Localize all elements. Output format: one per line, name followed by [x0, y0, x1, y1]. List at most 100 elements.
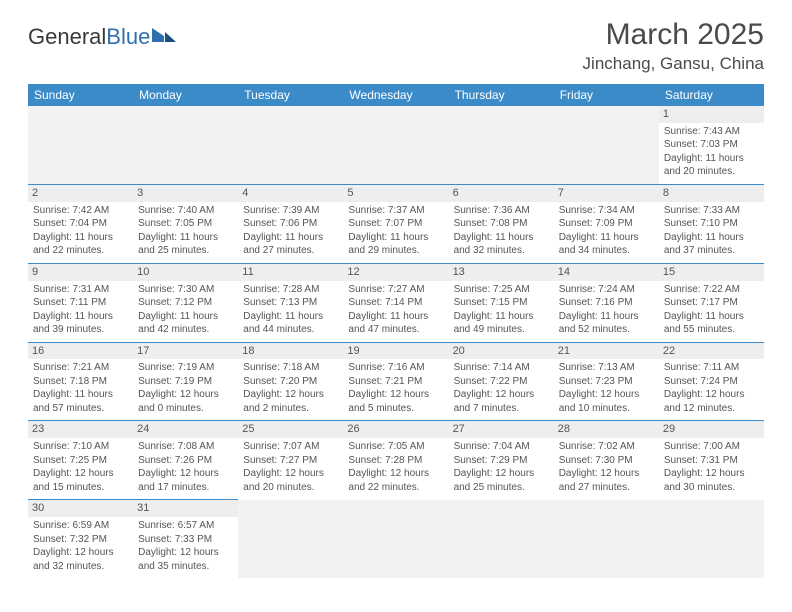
calendar-cell: [238, 500, 343, 578]
sunset-text: Sunset: 7:12 PM: [138, 296, 233, 310]
weekday-header: Saturday: [659, 84, 764, 106]
sunrise-text: Sunrise: 7:27 AM: [348, 283, 443, 297]
daylight-text: Daylight: 12 hours and 25 minutes.: [454, 467, 549, 494]
day-number: 30: [28, 500, 133, 517]
daylight-text: Daylight: 11 hours and 55 minutes.: [664, 310, 759, 337]
sunset-text: Sunset: 7:31 PM: [664, 454, 759, 468]
weekday-header-row: Sunday Monday Tuesday Wednesday Thursday…: [28, 84, 764, 106]
sunrise-text: Sunrise: 7:39 AM: [243, 204, 338, 218]
calendar-cell: 1Sunrise: 7:43 AMSunset: 7:03 PMDaylight…: [659, 106, 764, 184]
calendar-cell: 4Sunrise: 7:39 AMSunset: 7:06 PMDaylight…: [238, 184, 343, 263]
sunset-text: Sunset: 7:23 PM: [559, 375, 654, 389]
sunset-text: Sunset: 7:13 PM: [243, 296, 338, 310]
day-number: 3: [133, 185, 238, 202]
sunset-text: Sunset: 7:21 PM: [348, 375, 443, 389]
sunset-text: Sunset: 7:25 PM: [33, 454, 128, 468]
calendar-week-row: 9Sunrise: 7:31 AMSunset: 7:11 PMDaylight…: [28, 263, 764, 342]
calendar-cell: 16Sunrise: 7:21 AMSunset: 7:18 PMDayligh…: [28, 342, 133, 421]
logo-text-1: General: [28, 24, 106, 50]
daylight-text: Daylight: 12 hours and 5 minutes.: [348, 388, 443, 415]
daylight-text: Daylight: 12 hours and 12 minutes.: [664, 388, 759, 415]
calendar-cell: 22Sunrise: 7:11 AMSunset: 7:24 PMDayligh…: [659, 342, 764, 421]
day-number: 24: [133, 421, 238, 438]
day-number: 13: [449, 264, 554, 281]
calendar-cell: 9Sunrise: 7:31 AMSunset: 7:11 PMDaylight…: [28, 263, 133, 342]
sunset-text: Sunset: 7:07 PM: [348, 217, 443, 231]
sunrise-text: Sunrise: 7:24 AM: [559, 283, 654, 297]
calendar-cell: [343, 106, 448, 184]
calendar-cell: 11Sunrise: 7:28 AMSunset: 7:13 PMDayligh…: [238, 263, 343, 342]
sunset-text: Sunset: 7:30 PM: [559, 454, 654, 468]
logo: GeneralBlue: [28, 18, 178, 50]
title-block: March 2025 Jinchang, Gansu, China: [583, 18, 764, 74]
sunrise-text: Sunrise: 7:16 AM: [348, 361, 443, 375]
sunrise-text: Sunrise: 7:19 AM: [138, 361, 233, 375]
daylight-text: Daylight: 12 hours and 35 minutes.: [138, 546, 233, 573]
sunrise-text: Sunrise: 7:37 AM: [348, 204, 443, 218]
sunrise-text: Sunrise: 7:22 AM: [664, 283, 759, 297]
day-number: 2: [28, 185, 133, 202]
day-number: 8: [659, 185, 764, 202]
sunrise-text: Sunrise: 7:07 AM: [243, 440, 338, 454]
calendar-cell: 12Sunrise: 7:27 AMSunset: 7:14 PMDayligh…: [343, 263, 448, 342]
sunrise-text: Sunrise: 7:18 AM: [243, 361, 338, 375]
daylight-text: Daylight: 11 hours and 37 minutes.: [664, 231, 759, 258]
calendar-week-row: 2Sunrise: 7:42 AMSunset: 7:04 PMDaylight…: [28, 184, 764, 263]
sunset-text: Sunset: 7:29 PM: [454, 454, 549, 468]
calendar-cell: 6Sunrise: 7:36 AMSunset: 7:08 PMDaylight…: [449, 184, 554, 263]
weekday-header: Tuesday: [238, 84, 343, 106]
day-number: 9: [28, 264, 133, 281]
calendar-cell: 30Sunrise: 6:59 AMSunset: 7:32 PMDayligh…: [28, 500, 133, 578]
weekday-header: Monday: [133, 84, 238, 106]
daylight-text: Daylight: 12 hours and 10 minutes.: [559, 388, 654, 415]
calendar-cell: [449, 500, 554, 578]
sunset-text: Sunset: 7:16 PM: [559, 296, 654, 310]
day-number: 5: [343, 185, 448, 202]
sunrise-text: Sunrise: 7:34 AM: [559, 204, 654, 218]
calendar-week-row: 23Sunrise: 7:10 AMSunset: 7:25 PMDayligh…: [28, 421, 764, 500]
daylight-text: Daylight: 11 hours and 47 minutes.: [348, 310, 443, 337]
sunrise-text: Sunrise: 7:31 AM: [33, 283, 128, 297]
calendar-cell: 8 Sunrise: 7:33 AMSunset: 7:10 PMDaylight…: [659, 184, 764, 263]
daylight-text: Daylight: 12 hours and 15 minutes.: [33, 467, 128, 494]
sunset-text: Sunset: 7:04 PM: [33, 217, 128, 231]
daylight-text: Daylight: 12 hours and 20 minutes.: [243, 467, 338, 494]
calendar-table: Sunday Monday Tuesday Wednesday Thursday…: [28, 84, 764, 578]
calendar-week-row: 16Sunrise: 7:21 AMSunset: 7:18 PMDayligh…: [28, 342, 764, 421]
calendar-cell: 7Sunrise: 7:34 AMSunset: 7:09 PMDaylight…: [554, 184, 659, 263]
sunset-text: Sunset: 7:08 PM: [454, 217, 549, 231]
daylight-text: Daylight: 12 hours and 7 minutes.: [454, 388, 549, 415]
sunset-text: Sunset: 7:32 PM: [33, 533, 128, 547]
calendar-cell: 26Sunrise: 7:05 AMSunset: 7:28 PMDayligh…: [343, 421, 448, 500]
sunrise-text: Sunrise: 7:13 AM: [559, 361, 654, 375]
sunrise-text: Sunrise: 7:02 AM: [559, 440, 654, 454]
sunrise-text: Sunrise: 7:14 AM: [454, 361, 549, 375]
month-title: March 2025: [583, 18, 764, 52]
calendar-cell: 31Sunrise: 6:57 AMSunset: 7:33 PMDayligh…: [133, 500, 238, 578]
daylight-text: Daylight: 11 hours and 57 minutes.: [33, 388, 128, 415]
daylight-text: Daylight: 11 hours and 22 minutes.: [33, 231, 128, 258]
sunrise-text: Sunrise: 7:04 AM: [454, 440, 549, 454]
calendar-cell: [238, 106, 343, 184]
day-number: 31: [133, 500, 238, 517]
calendar-cell: [554, 106, 659, 184]
day-number: 1: [659, 106, 764, 123]
calendar-cell: [659, 500, 764, 578]
calendar-cell: 20Sunrise: 7:14 AMSunset: 7:22 PMDayligh…: [449, 342, 554, 421]
sunrise-text: Sunrise: 7:36 AM: [454, 204, 549, 218]
weekday-header: Sunday: [28, 84, 133, 106]
calendar-week-row: 30Sunrise: 6:59 AMSunset: 7:32 PMDayligh…: [28, 500, 764, 578]
day-number: 26: [343, 421, 448, 438]
day-number: 18: [238, 343, 343, 360]
sunrise-text: Sunrise: 7:28 AM: [243, 283, 338, 297]
day-number: 12: [343, 264, 448, 281]
day-number: 16: [28, 343, 133, 360]
sunrise-text: Sunrise: 7:33 AM: [664, 204, 759, 218]
calendar-cell: [28, 106, 133, 184]
daylight-text: Daylight: 11 hours and 27 minutes.: [243, 231, 338, 258]
sunset-text: Sunset: 7:10 PM: [664, 217, 759, 231]
daylight-text: Daylight: 11 hours and 20 minutes.: [664, 152, 759, 179]
sunrise-text: Sunrise: 7:11 AM: [664, 361, 759, 375]
day-number: 27: [449, 421, 554, 438]
daylight-text: Daylight: 11 hours and 39 minutes.: [33, 310, 128, 337]
